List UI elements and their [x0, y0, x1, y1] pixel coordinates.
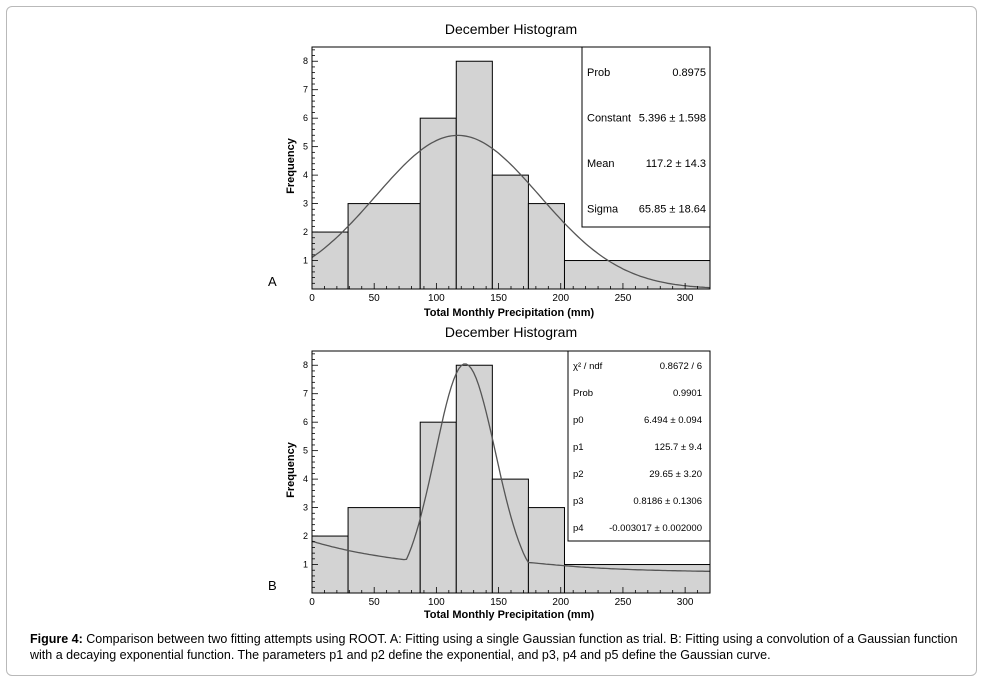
stats-label: Prob [587, 67, 610, 79]
y-tick-label: 3 [303, 199, 308, 209]
chart-title: December Histogram [445, 21, 577, 37]
y-tick-label: 6 [303, 113, 308, 123]
y-tick-label: 1 [303, 256, 308, 266]
histogram-bar-1 [347, 203, 421, 290]
y-tick-label: 3 [303, 503, 308, 513]
stats-value: 0.8186 ± 0.1306 [633, 496, 702, 507]
stats-label: χ² / ndf [573, 361, 603, 372]
y-tick-label: 8 [303, 56, 308, 66]
histogram-bar-3 [455, 60, 493, 290]
histogram-bar-1 [347, 507, 421, 594]
stats-value: 125.7 ± 9.4 [655, 442, 702, 453]
stats-box [567, 350, 711, 542]
histogram-bar-5 [527, 203, 565, 290]
stats-label: p1 [573, 442, 584, 453]
x-tick-label: 0 [309, 293, 315, 304]
x-tick-label: 100 [428, 597, 445, 608]
stats-value: 29.65 ± 3.20 [649, 469, 702, 480]
y-tick-label: 2 [303, 227, 308, 237]
fit-curve [311, 134, 711, 289]
figure-caption: Figure 4: Comparison between two fitting… [30, 631, 960, 663]
x-tick-label: 200 [552, 293, 569, 304]
x-tick-label: 50 [369, 293, 381, 304]
y-tick-label: 2 [303, 531, 308, 541]
y-tick-label: 4 [303, 474, 308, 484]
stats-label: Constant [587, 113, 631, 125]
stats-value: 117.2 ± 14.3 [646, 158, 706, 170]
caption-label: Figure 4: [30, 632, 83, 646]
x-tick-label: 250 [615, 293, 632, 304]
histogram-bar-4 [491, 174, 529, 290]
panel-letter: A [268, 274, 277, 289]
y-tick-label: 7 [303, 85, 308, 95]
histogram-bar-5 [527, 507, 565, 594]
stats-label: p2 [573, 469, 584, 480]
caption-text: Comparison between two fitting attempts … [30, 632, 958, 662]
y-axis-title: Frequency [285, 137, 297, 194]
stats-value: 0.8672 / 6 [660, 361, 702, 372]
histogram-panel-b: December Histogram 0 50 100 150 200 250 300 1 2 3 4… [268, 324, 711, 621]
stats-label: p3 [573, 496, 584, 507]
histogram-bar-6 [563, 564, 711, 594]
stats-value: 5.396 ± 1.598 [639, 113, 706, 125]
y-tick-label: 5 [303, 446, 308, 456]
stats-label: Sigma [587, 204, 619, 216]
stats-label: Mean [587, 158, 615, 170]
y-tick-label: 1 [303, 560, 308, 570]
stats-label: p0 [573, 415, 584, 426]
panel-letter: B [268, 578, 277, 593]
y-tick-label: 6 [303, 417, 308, 427]
x-tick-label: 150 [490, 293, 507, 304]
stats-value: 65.85 ± 18.64 [639, 204, 706, 216]
x-axis-title: Total Monthly Precipitation (mm) [424, 307, 595, 319]
x-tick-label: 100 [428, 293, 445, 304]
histogram-bar-0 [311, 231, 349, 290]
stats-value: 0.9901 [673, 388, 702, 399]
chart-title: December Histogram [445, 324, 577, 340]
x-tick-label: 300 [677, 597, 694, 608]
histogram-panel-a: December Histogram 0 50 100 150 200 250 300 1 2 3 4… [268, 21, 711, 319]
stats-label: p4 [573, 523, 584, 534]
y-tick-label: 8 [303, 360, 308, 370]
y-tick-label: 4 [303, 170, 308, 180]
x-tick-label: 0 [309, 597, 315, 608]
y-tick-label: 7 [303, 389, 308, 399]
x-tick-label: 50 [369, 597, 381, 608]
stats-value: -0.003017 ± 0.002000 [609, 523, 702, 534]
x-axis-title: Total Monthly Precipitation (mm) [424, 609, 595, 621]
histogram-bar-3 [455, 364, 493, 594]
y-axis-title: Frequency [285, 441, 297, 498]
y-tick-label: 5 [303, 142, 308, 152]
histogram-bar-2 [419, 421, 457, 594]
stats-value: 6.494 ± 0.094 [644, 415, 702, 426]
x-tick-label: 300 [677, 293, 694, 304]
histogram-bar-4 [491, 478, 529, 594]
stats-label: Prob [573, 388, 593, 399]
stats-value: 0.8975 [672, 67, 706, 79]
fit-curve [311, 363, 710, 572]
x-tick-label: 150 [490, 597, 507, 608]
histogram-bar-2 [419, 117, 457, 290]
stats-box [581, 46, 711, 228]
x-tick-label: 250 [615, 597, 632, 608]
x-tick-label: 200 [552, 597, 569, 608]
figure-frame [6, 6, 977, 676]
